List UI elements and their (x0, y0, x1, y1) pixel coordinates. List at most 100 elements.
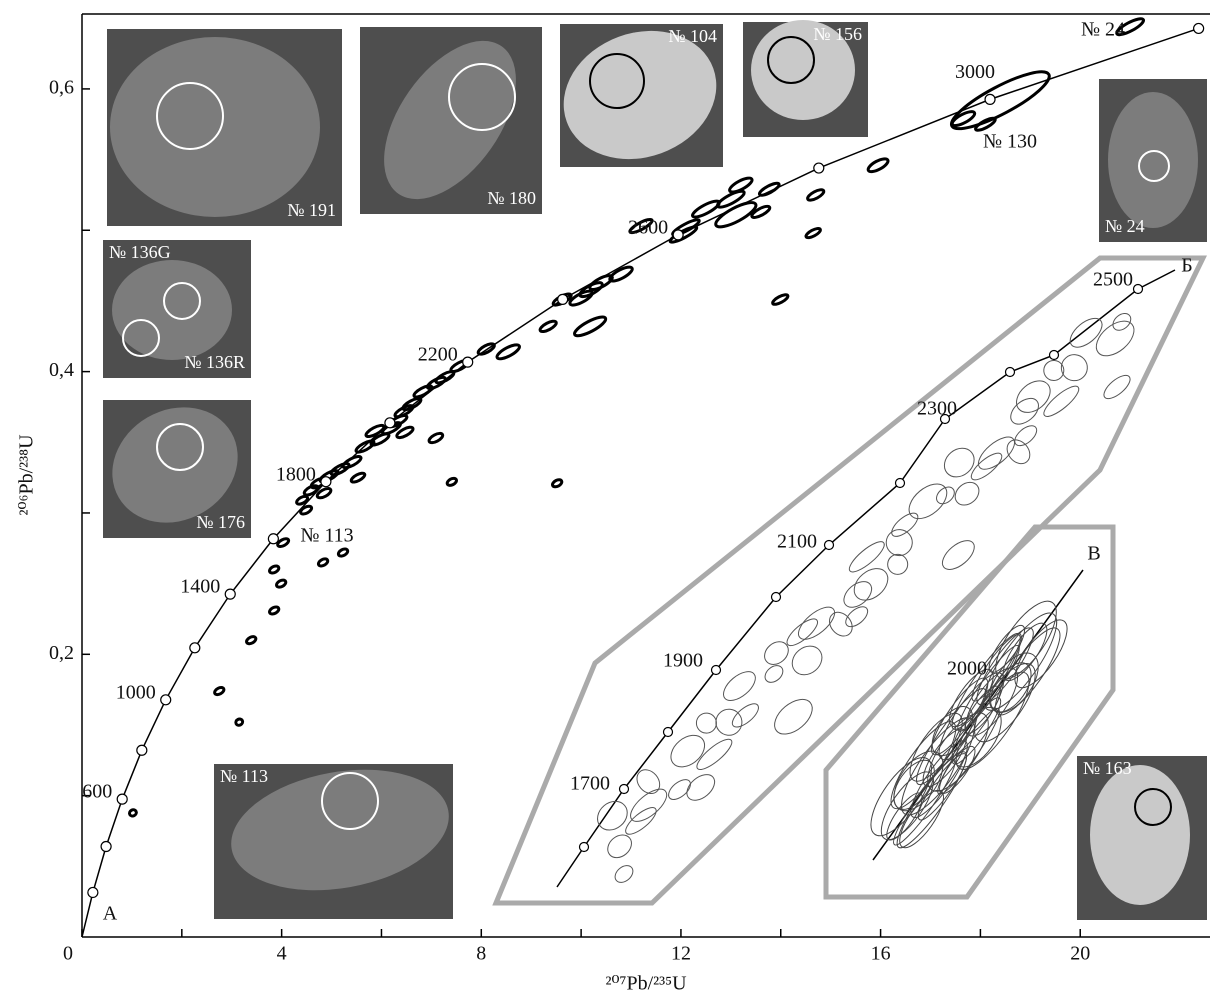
annotation: № 24 (1081, 19, 1125, 41)
annotation: А (103, 903, 118, 925)
photo-label: № 136G (109, 242, 171, 262)
inset-ellipse (903, 477, 953, 525)
inset-age-point (620, 785, 629, 794)
inset-age-label: 2100 (777, 531, 817, 553)
analysis-ellipse (245, 635, 257, 645)
x-tick-label: 8 (476, 943, 486, 965)
inset-ellipse (793, 601, 840, 645)
inset-ellipse (693, 735, 736, 774)
chart: ²⁰⁷Pb/²³⁵U ²⁰⁶Pb/²³⁸U 0 № 191№ 180№ 104№… (0, 0, 1210, 1001)
inset-ellipse (729, 700, 763, 731)
analysis-ellipse (412, 384, 433, 399)
inset-age-point (1050, 351, 1059, 360)
inset-age-point (664, 728, 673, 737)
inset-frame (826, 527, 1113, 897)
concordia-age-point (268, 534, 278, 544)
analysis-ellipse (337, 548, 349, 558)
inset-ellipse (1010, 374, 1056, 418)
x-tick-label: 20 (1070, 943, 1090, 965)
inset-letter: В (1087, 543, 1100, 565)
zircon-crystal (112, 260, 232, 360)
inset-ellipse (939, 442, 980, 482)
annotation: № 130 (983, 131, 1037, 153)
inset-ellipse (848, 562, 894, 606)
age-label: 1000 (116, 681, 156, 703)
inset-age-point (896, 479, 905, 488)
concordia-age-point (385, 418, 395, 428)
inset-age-point (825, 541, 834, 550)
inset-ellipse (760, 637, 793, 669)
origin-label: 0 (63, 943, 73, 965)
inset-ellipse (768, 693, 818, 741)
analysis-ellipse (268, 565, 280, 575)
analysis-ellipse (342, 454, 363, 469)
inset-ellipse (786, 640, 827, 680)
analysis-ellipse (365, 423, 386, 438)
inset-age-point (712, 666, 721, 675)
analysis-ellipse (806, 188, 825, 202)
inset-age-label: 2500 (1093, 269, 1133, 291)
age-label: 600 (82, 781, 112, 803)
analysis-ellipse (295, 495, 308, 506)
age-label: 2200 (418, 344, 458, 366)
analysis-ellipse (350, 471, 366, 483)
analysis-ellipse (495, 342, 521, 361)
analysis-ellipse (866, 156, 889, 174)
inset-age-label: 1700 (570, 773, 610, 795)
inset-ellipse (986, 620, 1070, 722)
inset-age-point (1134, 285, 1143, 294)
concordia-age-point (558, 294, 568, 304)
concordia-age-point (463, 357, 473, 367)
analysis-ellipse (750, 204, 771, 219)
inset-ellipse (1006, 393, 1043, 429)
concordia-age-point (117, 794, 127, 804)
analysis-ellipse (805, 227, 822, 240)
inset-ellipse (1056, 349, 1093, 386)
photo-label: № 113 (220, 766, 268, 786)
photo-label: № 191 (287, 200, 336, 220)
analysis-ellipse (213, 686, 225, 696)
photo-label: № 24 (1105, 216, 1145, 236)
zircon-crystal (110, 37, 320, 217)
inset-letter: Б (1181, 255, 1192, 277)
concordia-age-point (814, 163, 824, 173)
inset-ellipse (783, 615, 821, 650)
concordia-age-point (101, 842, 111, 852)
photo-label: № 176 (196, 512, 245, 532)
inset-ellipse (937, 535, 979, 575)
inset-ellipse (592, 795, 633, 835)
inset-ellipse (718, 666, 760, 706)
concordia-age-point (88, 887, 98, 897)
concordia-age-point (137, 745, 147, 755)
photo-label: № 180 (487, 188, 536, 208)
y-tick-label: 0,6 (49, 77, 74, 99)
inset-age-label: 1900 (663, 650, 703, 672)
concordia-age-point (1194, 23, 1204, 33)
analysis-ellipse (758, 181, 781, 197)
inset-ellipse (825, 608, 857, 641)
inset-ellipse (682, 769, 719, 805)
analysis-ellipse (771, 293, 789, 306)
age-label: 1400 (180, 576, 220, 598)
annotation: № 113 (300, 525, 353, 547)
concordia-age-point (985, 94, 995, 104)
inset-ellipse (842, 603, 871, 630)
x-tick-label: 12 (671, 943, 691, 965)
page: ²⁰⁷Pb/²³⁵U ²⁰⁶Pb/²³⁸U 0 № 191№ 180№ 104№… (0, 0, 1210, 1001)
analysis-ellipse (551, 478, 563, 488)
concordia-age-point (161, 695, 171, 705)
inset-ellipse (933, 484, 957, 508)
zircon-crystal (1108, 92, 1198, 228)
analysis-ellipse (268, 605, 280, 615)
age-label: 2600 (628, 216, 668, 238)
analysis-ellipse (446, 477, 458, 487)
inset-ellipse (612, 862, 636, 886)
inset-ellipse (884, 550, 912, 578)
analysis-ellipse (428, 432, 444, 445)
x-axis-label: ²⁰⁷Pb/²³⁵U (605, 973, 687, 995)
age-label: 1800 (276, 463, 316, 485)
concordia-age-point (321, 477, 331, 487)
concordia-age-point (673, 230, 683, 240)
inset-age-label: 2000 (947, 658, 987, 680)
inset-ellipse (1100, 371, 1134, 402)
